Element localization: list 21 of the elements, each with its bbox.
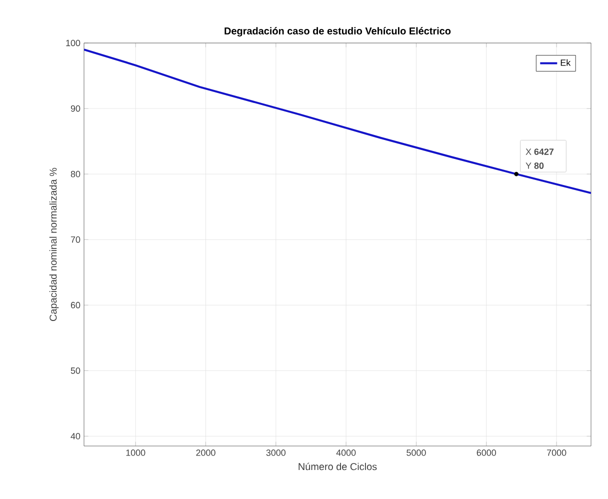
x-tick-label: 6000 [476,450,496,456]
x-tick-label: 4000 [336,450,356,456]
y-tick-label: 50 [70,367,80,374]
line-series [84,48,592,194]
annotation: Y 80 [526,162,544,169]
y-tick-label: 90 [70,105,80,112]
y-tick-label: 70 [70,236,80,243]
chart-title: Degradación caso de estudio Vehículo Eléctrico [224,27,451,36]
annotation: X 6427 [526,148,554,155]
x-tick-label: 2000 [196,450,216,456]
y-tick-label: 80 [70,170,80,178]
y-tick-label: 100 [66,40,80,46]
x-tick-label: 5000 [406,450,426,456]
y-tick-label: 40 [70,432,80,440]
y-tick-label: 60 [70,302,80,308]
y-axis-title: Capacidad nominal normalizada % [49,168,59,321]
legend-label: Ek [560,59,571,66]
x-tick-label: 1000 [126,450,146,456]
x-tick-label: 3000 [266,450,286,456]
x-tick-label: 7000 [547,450,566,456]
x-axis-title: Número de Ciclos [298,462,377,470]
